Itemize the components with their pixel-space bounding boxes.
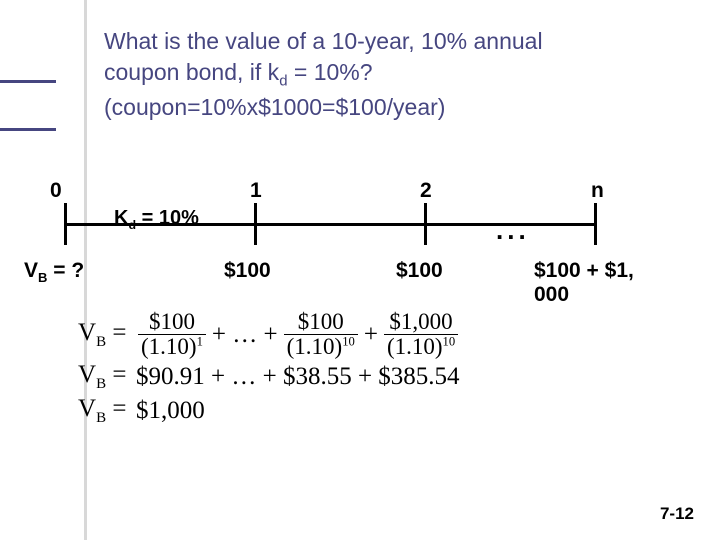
- frac1-num: $100: [146, 310, 198, 334]
- title-line1: What is the value of a 10-year, 10% annu…: [104, 28, 543, 54]
- formula-row-3: VB = $1,000: [78, 395, 520, 427]
- label-t0: 0: [50, 179, 62, 203]
- label-tn: n: [591, 179, 604, 203]
- tick-1: [254, 203, 257, 245]
- title-kd-sub: d: [279, 73, 287, 90]
- f3-val: $1,000: [136, 397, 205, 425]
- tick-0: [64, 203, 67, 245]
- f1-mid: + … +: [212, 321, 278, 349]
- title-line2b: = 10%?: [288, 59, 373, 85]
- frac1-den-a: (1.10): [141, 334, 197, 359]
- f2-eq: =: [106, 361, 126, 388]
- vb-b: = ?: [47, 259, 84, 282]
- dots: ...: [496, 215, 530, 246]
- formula-row-2: VB = $90.91 + … + $38.55 + $385.54: [78, 361, 520, 393]
- frac2-num: $100: [295, 310, 347, 334]
- f1-sub: B: [96, 334, 106, 350]
- kd-label: Kd = 10%: [114, 207, 199, 232]
- frac3-den-p: 10: [443, 334, 456, 348]
- frac3-num: $1,000: [386, 310, 455, 334]
- tick-n: [594, 203, 597, 245]
- frac3-den-a: (1.10): [387, 334, 443, 359]
- kd-a: K: [114, 207, 128, 229]
- title-line3: (coupon=10%x$1000=$100/year): [104, 94, 445, 120]
- tick-2: [424, 203, 427, 245]
- cf-1: $100: [224, 259, 271, 283]
- f2-val: $90.91 + … + $38.55 + $385.54: [136, 363, 460, 391]
- cf-2: $100: [396, 259, 443, 283]
- frac2-den-p: 10: [342, 334, 355, 348]
- decor-line-2: [0, 128, 56, 131]
- vb-sub: B: [38, 270, 47, 285]
- frac-2: $100 (1.10)10: [284, 310, 358, 359]
- f1-v: V: [78, 319, 96, 346]
- f3-sub: B: [96, 410, 106, 426]
- frac-1: $100 (1.10)1: [138, 310, 206, 359]
- f2-v: V: [78, 361, 96, 388]
- page-number: 7-12: [660, 504, 694, 524]
- label-t1: 1: [250, 179, 262, 203]
- timeline-diagram: 0 1 2 n Kd = 10% ... VB = ? $100 $100 $1…: [54, 185, 666, 275]
- label-t2: 2: [420, 179, 432, 203]
- kd-sub: d: [128, 218, 136, 232]
- cf-n: $100 + $1, 000: [534, 259, 666, 307]
- f3-eq: =: [106, 395, 126, 422]
- f1-plus: +: [364, 321, 378, 349]
- kd-b: = 10%: [136, 207, 199, 229]
- vb-a: V: [24, 259, 38, 282]
- slide-title: What is the value of a 10-year, 10% annu…: [104, 26, 664, 123]
- vb-label: VB = ?: [24, 259, 84, 285]
- title-line2a: coupon bond, if k: [104, 59, 279, 85]
- formula-block: VB = $100 (1.10)1 + … + $100 (1.10)10 + …: [78, 310, 520, 429]
- frac2-den-a: (1.10): [287, 334, 343, 359]
- f3-v: V: [78, 395, 96, 422]
- frac-3: $1,000 (1.10)10: [384, 310, 458, 359]
- f2-sub: B: [96, 376, 106, 392]
- frac1-den-p: 1: [197, 334, 203, 348]
- f1-eq: =: [106, 319, 126, 346]
- decor-line-1: [0, 80, 56, 83]
- formula-row-1: VB = $100 (1.10)1 + … + $100 (1.10)10 + …: [78, 310, 520, 359]
